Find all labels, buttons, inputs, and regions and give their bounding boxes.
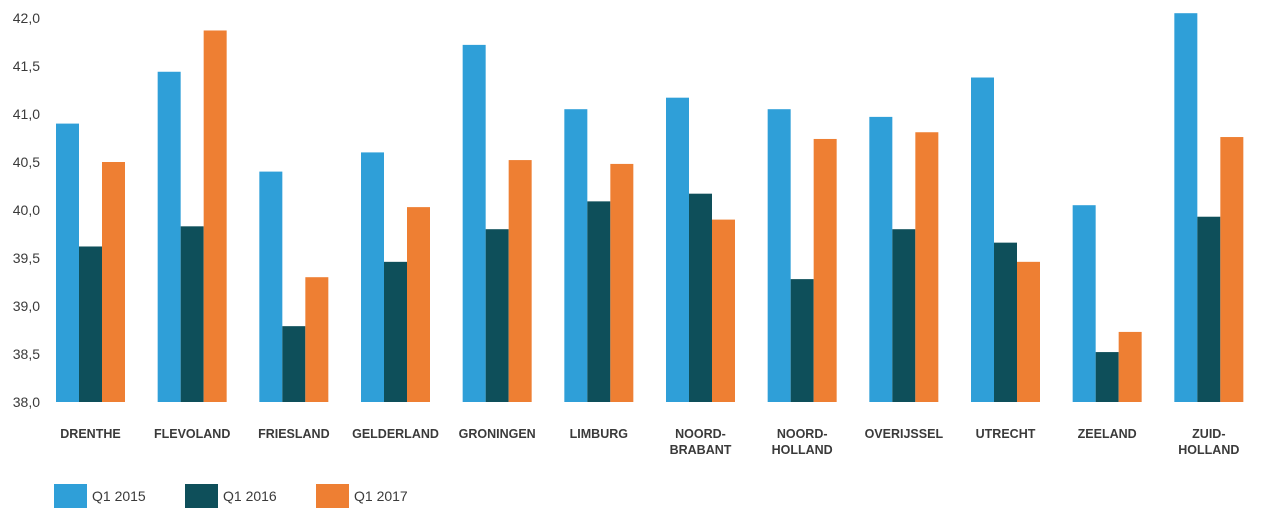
bar-zuid-holland-q1-2017 xyxy=(1220,137,1244,403)
bar-drenthe-q1-2017 xyxy=(102,162,125,402)
bar-limburg-q1-2017 xyxy=(610,163,634,402)
x-axis: DRENTHE FLEVOLAND FRIESLAND GELDERLAND GRONI… xyxy=(60,427,1239,457)
x-category-label-line: ZEELAND xyxy=(1078,427,1137,441)
y-tick-label: 41,0 xyxy=(13,106,40,122)
bar-friesland-q1-2017 xyxy=(305,277,329,402)
legend-label: Q1 2016 xyxy=(223,488,277,504)
x-category-label-line: FRIESLAND xyxy=(258,427,330,441)
x-category-label-line: ZUID- xyxy=(1192,427,1225,441)
bars xyxy=(56,13,1244,403)
x-category-label-line: LIMBURG xyxy=(570,427,628,441)
bar-utrecht-q1-2015 xyxy=(971,77,994,403)
bar-gelderland-q1-2015 xyxy=(361,152,384,402)
x-category-label-line: HOLLAND xyxy=(1178,443,1239,457)
bar-noord-holland-q1-2016 xyxy=(790,279,814,402)
x-category-label: FLEVOLAND xyxy=(154,427,230,441)
x-category-label: FRIESLAND xyxy=(258,427,330,441)
bar-drenthe-q1-2016 xyxy=(79,246,102,402)
bar-friesland-q1-2016 xyxy=(282,326,306,402)
x-category-label: LIMBURG xyxy=(570,427,628,441)
legend: Q1 2015 Q1 2016 Q1 2017 xyxy=(54,484,447,508)
bar-flevoland-q1-2017 xyxy=(203,30,227,402)
x-category-label-line: NOORD- xyxy=(675,427,726,441)
y-tick-label: 38,0 xyxy=(13,394,40,410)
x-category-label-line: UTRECHT xyxy=(976,427,1036,441)
bar-friesland-q1-2015 xyxy=(259,171,283,402)
x-category-label-line: FLEVOLAND xyxy=(154,427,230,441)
bar-noord-brabant-q1-2015 xyxy=(666,97,689,403)
x-category-label: ZUID- HOLLAND xyxy=(1178,427,1239,457)
legend-item: Q1 2017 xyxy=(316,484,447,508)
bar-overijssel-q1-2017 xyxy=(915,132,939,403)
bar-zuid-holland-q1-2016 xyxy=(1197,216,1221,402)
legend-swatch xyxy=(185,484,218,508)
bar-noord-brabant-q1-2016 xyxy=(689,193,712,402)
bar-overijssel-q1-2015 xyxy=(869,116,893,402)
y-tick-label: 38,5 xyxy=(13,346,40,362)
x-category-label: GRONINGEN xyxy=(459,427,536,441)
x-category-label: NOORD- BRABANT xyxy=(670,427,732,457)
x-category-label-line: HOLLAND xyxy=(772,443,833,457)
bar-limburg-q1-2016 xyxy=(587,201,611,402)
legend-swatch xyxy=(54,484,87,508)
bar-zeeland-q1-2015 xyxy=(1072,205,1096,402)
bar-utrecht-q1-2016 xyxy=(994,242,1017,402)
x-category-label: NOORD- HOLLAND xyxy=(772,427,833,457)
x-category-label-line: DRENTHE xyxy=(60,427,120,441)
legend-label: Q1 2017 xyxy=(354,488,408,504)
y-tick-label: 40,5 xyxy=(13,154,40,170)
y-tick-label: 40,0 xyxy=(13,202,40,218)
y-tick-label: 42,0 xyxy=(13,10,40,26)
bar-utrecht-q1-2017 xyxy=(1017,261,1040,402)
x-category-label-line: OVERIJSSEL xyxy=(865,427,944,441)
bar-zeeland-q1-2016 xyxy=(1095,352,1119,402)
y-tick-label: 41,5 xyxy=(13,58,40,74)
bar-gelderland-q1-2016 xyxy=(384,261,407,402)
bar-zeeland-q1-2017 xyxy=(1118,331,1142,402)
bar-flevoland-q1-2016 xyxy=(180,226,204,402)
bar-drenthe-q1-2015 xyxy=(56,123,79,402)
bar-noord-brabant-q1-2017 xyxy=(712,219,735,402)
x-category-label: ZEELAND xyxy=(1078,427,1137,441)
bar-noord-holland-q1-2015 xyxy=(767,109,791,402)
bar-gelderland-q1-2017 xyxy=(407,207,430,402)
legend-swatch xyxy=(316,484,349,508)
y-tick-label: 39,5 xyxy=(13,250,40,266)
x-category-label-line: GELDERLAND xyxy=(352,427,439,441)
bar-groningen-q1-2015 xyxy=(462,44,486,402)
x-category-label-line: BRABANT xyxy=(670,443,732,457)
x-category-label: UTRECHT xyxy=(976,427,1036,441)
y-axis: 38,0 38,5 39,0 39,5 40,0 40,5 41,0 41,5 42,0 xyxy=(13,10,40,410)
y-tick-label: 39,0 xyxy=(13,298,40,314)
legend-item: Q1 2015 xyxy=(54,484,185,508)
bar-groningen-q1-2016 xyxy=(485,229,509,402)
legend-item: Q1 2016 xyxy=(185,484,316,508)
x-category-label-line: GRONINGEN xyxy=(459,427,536,441)
bar-zuid-holland-q1-2015 xyxy=(1174,13,1198,402)
x-category-label: OVERIJSSEL xyxy=(865,427,944,441)
bar-limburg-q1-2015 xyxy=(564,109,588,402)
x-category-label: GELDERLAND xyxy=(352,427,439,441)
bar-groningen-q1-2017 xyxy=(508,160,532,402)
legend-label: Q1 2015 xyxy=(92,488,146,504)
x-category-label: DRENTHE xyxy=(60,427,120,441)
bar-overijssel-q1-2016 xyxy=(892,229,916,402)
x-category-label-line: NOORD- xyxy=(777,427,828,441)
bar-flevoland-q1-2015 xyxy=(157,71,181,402)
bar-noord-holland-q1-2017 xyxy=(813,138,837,402)
